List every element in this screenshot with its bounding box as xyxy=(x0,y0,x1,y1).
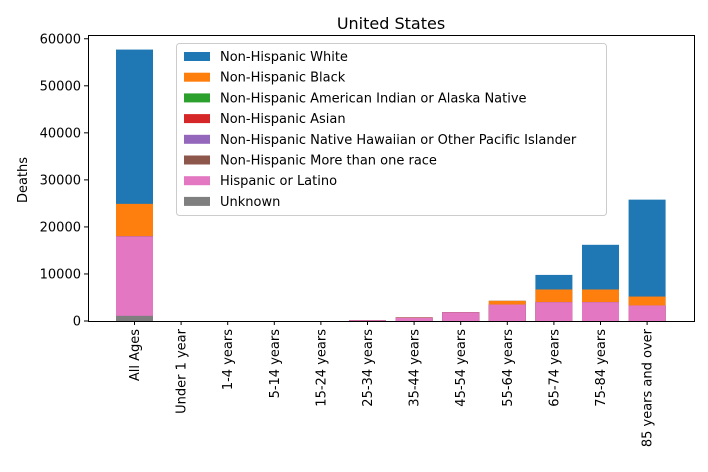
y-tick-label-2: 20000 xyxy=(40,220,81,235)
legend-swatch-5 xyxy=(184,155,210,165)
y-tick-label-0: 0 xyxy=(73,315,81,330)
x-tick-label-1: Under 1 year xyxy=(175,328,190,414)
legend-swatch-2 xyxy=(184,93,210,103)
legend-label-1: Non-Hispanic Black xyxy=(220,71,346,86)
plot-frame xyxy=(88,35,695,322)
bar-6-10 xyxy=(582,302,619,321)
bars-group xyxy=(116,49,666,321)
bar-6-11 xyxy=(628,305,666,321)
legend-label-2: Non-Hispanic American Indian or Alaska N… xyxy=(220,91,527,106)
chart-title: United States xyxy=(337,14,445,33)
legend-swatch-1 xyxy=(184,72,210,82)
legend-label-0: Non-Hispanic White xyxy=(220,50,348,65)
legend-label-5: Non-Hispanic More than one race xyxy=(220,154,437,169)
bar-6-7 xyxy=(442,312,480,321)
legend-label-3: Non-Hispanic Asian xyxy=(220,112,346,127)
x-tick-label-5: 25-34 years xyxy=(361,329,376,407)
y-tick-label-3: 30000 xyxy=(40,173,81,188)
legend-swatch-6 xyxy=(184,176,210,186)
y-tick-label-4: 40000 xyxy=(40,126,81,141)
bar-6-0 xyxy=(116,236,153,321)
x-tick-label-0: All Ages xyxy=(128,329,143,381)
bar-6-9 xyxy=(535,302,573,321)
legend-box xyxy=(176,43,607,216)
x-tick-label-2: 1-4 years xyxy=(221,329,236,390)
legend-swatch-4 xyxy=(184,134,210,144)
bar-7-0 xyxy=(116,315,153,321)
legend-label-7: Unknown xyxy=(220,195,280,210)
x-tick-label-3: 5-14 years xyxy=(268,329,283,399)
x-tick-label-10: 75-84 years xyxy=(594,329,609,407)
bar-6-6 xyxy=(395,317,433,321)
y-tick-label-6: 60000 xyxy=(40,32,81,47)
x-axis-ticks: All Ages Under 1 year 1-4 years 5-14 years 1… xyxy=(128,321,656,447)
bar-6-5 xyxy=(349,320,386,321)
bar-6-8 xyxy=(488,304,526,321)
x-tick-label-11: 85 years and over xyxy=(641,328,656,447)
x-tick-label-4: 15-24 years xyxy=(314,329,329,407)
y-axis-ticks: 0 10000 20000 30000 40000 50000 60000 xyxy=(40,32,88,330)
legend-swatch-3 xyxy=(184,114,210,124)
x-tick-label-6: 35-44 years xyxy=(408,329,423,407)
legend-swatch-7 xyxy=(184,196,210,206)
y-tick-label-1: 10000 xyxy=(40,267,81,282)
y-axis-label: Deaths xyxy=(16,157,31,203)
x-tick-label-7: 45-54 years xyxy=(454,329,469,407)
legend-swatch-0 xyxy=(184,52,210,61)
x-tick-label-9: 65-74 years xyxy=(547,329,562,407)
legend-label-6: Hispanic or Latino xyxy=(220,174,337,189)
y-tick-label-5: 50000 xyxy=(40,79,81,94)
legend-label-4: Non-Hispanic Native Hawaiian or Other Pa… xyxy=(220,133,577,148)
x-tick-label-8: 55-64 years xyxy=(501,329,516,407)
legend: Non-Hispanic White Non-Hispanic Black Non-… xyxy=(176,43,607,216)
